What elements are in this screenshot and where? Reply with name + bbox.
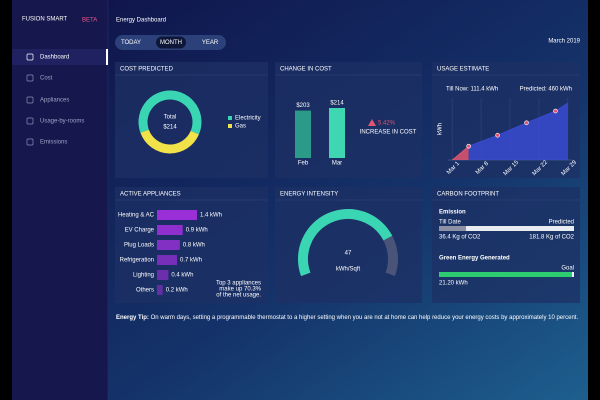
y-tick-label: Heating & AC: [118, 213, 155, 219]
x-tick-label: Mar: [332, 161, 342, 167]
panel-title: COST PREDICTED: [120, 67, 174, 73]
progress-fill: [439, 226, 467, 231]
gauge-value-label: 47: [345, 251, 352, 257]
bar: [157, 285, 163, 295]
area: [452, 146, 469, 160]
point: [524, 120, 529, 126]
panel-title: USAGE ESTIMATE: [437, 67, 489, 73]
legend-label: Electricity: [235, 116, 261, 122]
donut-center-label: Total: [164, 115, 177, 121]
y-tick-label: Plug Loads: [124, 243, 154, 249]
bar: [157, 225, 183, 235]
tab[interactable]: TODAY: [121, 40, 141, 46]
y-tick-label: Others: [136, 288, 154, 294]
gauge-value: [298, 209, 393, 277]
change-label: INCREASE IN COST: [360, 130, 417, 136]
value-label: 0.7 kWh: [180, 258, 202, 264]
nav-item[interactable]: Cost: [40, 76, 53, 82]
gauge-unit: kWh/Sqft: [336, 267, 361, 273]
nav-item[interactable]: Usage-by-rooms: [40, 119, 84, 125]
donut-center-value: $214: [163, 125, 177, 131]
tip: Energy Tip: On warm days, setting a prog…: [116, 315, 578, 321]
y-tick-label: Lighting: [133, 273, 154, 279]
value-label: 1.4 kWh: [200, 213, 222, 219]
point: [466, 143, 471, 149]
panel: [115, 187, 268, 303]
bar: [157, 270, 169, 280]
progress-fill: [439, 272, 572, 277]
nav-icon: [26, 138, 34, 146]
legend-label: Gas: [235, 124, 246, 130]
tab[interactable]: YEAR: [202, 40, 219, 46]
panel: [432, 187, 580, 303]
y-tick-label: Refrigeration: [120, 258, 154, 264]
note: of the net usage.: [216, 293, 261, 299]
nav-item[interactable]: Dashboard: [40, 55, 69, 61]
brand: FUSION SMART: [22, 17, 68, 23]
area: [468, 102, 568, 160]
increase-icon: [368, 119, 376, 126]
note: make up 70.3%: [219, 287, 261, 293]
value-label: 0.4 kWh: [171, 273, 193, 279]
tip-text: On warm days, setting a programmable the…: [151, 315, 579, 321]
section-title: Green Energy Generated: [439, 256, 510, 262]
value-label: $203: [296, 103, 310, 109]
progress-track: [439, 226, 574, 231]
panel: [275, 187, 422, 303]
value-label: 0.9 kWh: [186, 228, 208, 234]
nav-active-indicator: [106, 49, 108, 65]
nav-icon: [26, 53, 34, 61]
value-label: 0.8 kWh: [183, 243, 205, 249]
panel-title: ENERGY INTENSITY: [280, 192, 338, 198]
donut-segment: [140, 129, 199, 154]
point: [553, 108, 558, 114]
tab[interactable]: MONTH: [160, 40, 182, 46]
period: March 2019: [548, 39, 580, 45]
annotation: Till Now: 111.4 kWh: [446, 87, 498, 93]
bar: [329, 108, 345, 158]
section-title: Emission: [439, 210, 466, 216]
value-label: 36.4 Kg of CO2: [439, 235, 481, 241]
panel-title: ACTIVE APPLIANCES: [120, 192, 181, 198]
total-label: 181.8 Kg of CO2: [529, 235, 574, 241]
caption: Goal: [561, 266, 574, 272]
line: [451, 145, 469, 161]
nav-active-bg: [12, 49, 108, 65]
tip-label: Energy Tip:: [116, 315, 149, 321]
value-label: 21.20 kWh: [439, 281, 468, 287]
bar: [157, 255, 177, 265]
nav-icon: [26, 74, 34, 82]
page-title: Energy Dashboard: [116, 18, 166, 24]
caption: Predicted: [549, 220, 574, 226]
nav-icon: [26, 96, 34, 104]
brand-badge: BETA: [82, 18, 97, 24]
nav-item[interactable]: Appliances: [40, 98, 69, 104]
x-tick-label: Feb: [298, 161, 309, 167]
active-tab: [156, 36, 186, 49]
y-tick-label: EV Charge: [125, 228, 155, 234]
nav-icon: [26, 117, 34, 125]
legend-swatch: [228, 116, 232, 120]
sidebar: [12, 0, 108, 400]
bar: [295, 110, 311, 158]
nav-item[interactable]: Emissions: [40, 140, 67, 146]
caption: Till Date: [439, 220, 461, 226]
donut-segment: [138, 90, 202, 135]
bar: [157, 210, 197, 220]
panel-title: CHANGE IN COST: [280, 67, 332, 73]
value-label: 0.2 kWh: [166, 288, 188, 294]
point: [495, 132, 500, 138]
legend-swatch: [228, 124, 232, 128]
value-label: $214: [330, 101, 344, 107]
annotation: Predicted: 460 kWh: [520, 87, 572, 93]
note: Top 3 appliances: [216, 281, 261, 287]
y-axis-label: kWh: [438, 123, 444, 135]
change-value: 5.42%: [378, 121, 396, 127]
bar: [157, 240, 180, 250]
panel-title: CARBON FOOTPRINT: [437, 192, 499, 198]
